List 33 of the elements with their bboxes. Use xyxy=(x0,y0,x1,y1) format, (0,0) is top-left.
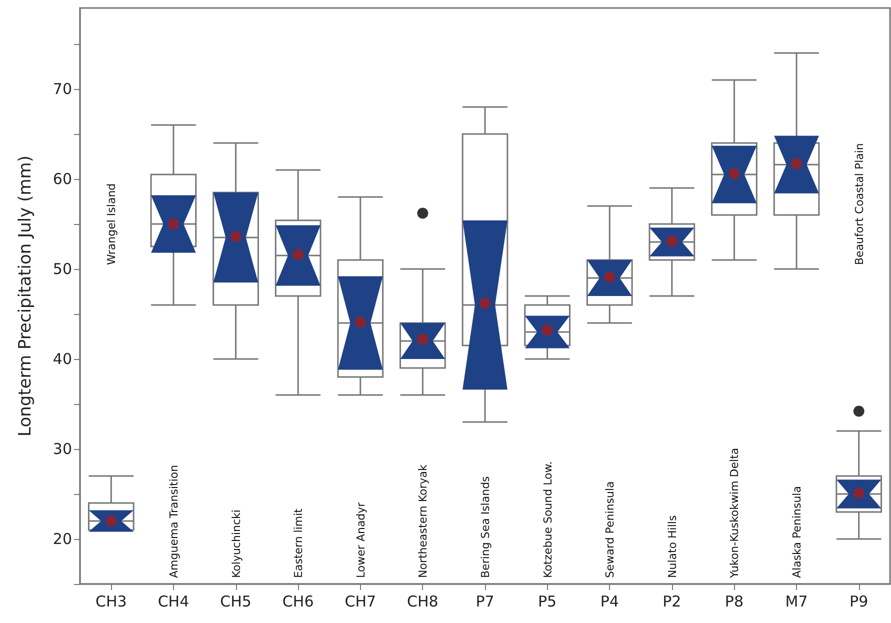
annotation: Beaufort Coastal Plain xyxy=(852,143,866,265)
y-tick-label: 60 xyxy=(52,170,72,188)
y-tick-label: 30 xyxy=(52,440,72,458)
y-tick-label: 40 xyxy=(52,350,72,368)
x-tick-label: P8 xyxy=(724,592,744,610)
annotation: Yukon-Kuskokwim Delta xyxy=(728,448,742,579)
annotation: Nulato Hills xyxy=(666,515,679,578)
annotation: Eastern limit xyxy=(292,508,306,578)
x-tick-label: P5 xyxy=(538,592,557,610)
annotation: Bering Sea Islands xyxy=(479,476,492,578)
x-tick-label: P9 xyxy=(850,592,868,610)
x-tick-label: CH7 xyxy=(344,592,376,610)
x-tick-label: CH4 xyxy=(158,592,190,610)
annotation: Seward Peninsula xyxy=(604,481,617,578)
x-tick-label: CH8 xyxy=(407,592,438,610)
x-tick-label: CH3 xyxy=(96,592,127,610)
y-tick-label: 20 xyxy=(52,530,72,548)
y-axis-title: Longterm Precipitation July (mm) xyxy=(16,156,36,436)
annotation: Kotzebue Sound Low. xyxy=(541,461,554,578)
x-tick-label: CH5 xyxy=(220,592,252,610)
y-tick-label: 70 xyxy=(52,80,72,98)
annotation: Amguema Transition xyxy=(167,464,180,578)
x-tick-label: P7 xyxy=(476,592,494,610)
x-tick-label: CH6 xyxy=(282,592,314,610)
x-tick-label: P2 xyxy=(662,592,682,610)
annotation: Northeastern Koryak xyxy=(416,464,430,578)
annotation: Kolyuchincki xyxy=(230,510,243,578)
y-tick-label: 50 xyxy=(52,260,72,278)
annotation: Wrangel Island xyxy=(105,183,118,265)
x-tick-label: M7 xyxy=(785,592,808,610)
x-tick-label: P4 xyxy=(600,592,619,610)
annotation: Alaska Peninsula xyxy=(790,486,804,578)
annotation: Lower Anadyr xyxy=(354,502,368,578)
